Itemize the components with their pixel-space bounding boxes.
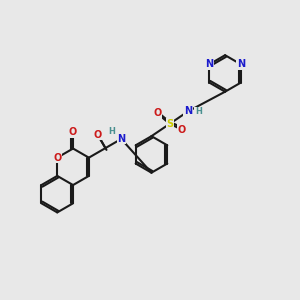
Text: N: N [237,59,245,69]
Text: O: O [94,130,102,140]
Text: H: H [108,127,115,136]
Text: O: O [53,153,61,163]
Text: N: N [184,106,192,116]
Text: O: O [69,127,77,137]
Text: O: O [153,109,161,118]
Text: H: H [195,107,202,116]
Text: S: S [166,119,173,129]
Text: N: N [117,134,125,144]
Text: O: O [178,125,186,135]
Text: N: N [205,59,213,69]
